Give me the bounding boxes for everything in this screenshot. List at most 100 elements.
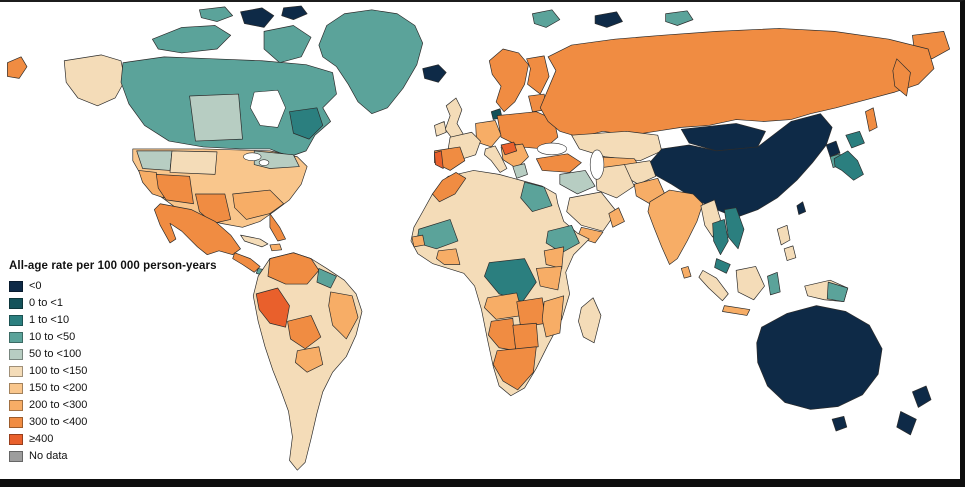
region-iran (594, 164, 635, 199)
legend-item: ≥400 (9, 431, 217, 448)
region-philippines-south (783, 245, 797, 261)
region-tasmania (831, 415, 848, 432)
region-new-zealand-south (896, 411, 917, 436)
legend-swatch (9, 383, 23, 394)
region-italy (484, 145, 508, 173)
legend-item: 100 to <150 (9, 363, 217, 380)
region-morocco (432, 172, 467, 203)
region-hungary (500, 141, 518, 156)
legend-item: 150 to <200 (9, 380, 217, 397)
region-australia (756, 305, 883, 410)
region-madagascar (578, 297, 602, 344)
region-canada-east (289, 107, 324, 140)
region-scandinavia (488, 48, 529, 113)
region-usa-northwest (136, 150, 173, 171)
region-philippines-north (776, 224, 791, 246)
legend-item-label: 150 to <200 (29, 382, 88, 394)
region-arctic-russia-1 (594, 11, 623, 28)
legend-swatch (9, 451, 23, 462)
legend-item: No data (9, 448, 217, 465)
region-india (647, 189, 704, 265)
region-japan-hokkaido (845, 130, 865, 149)
legend-swatch (9, 332, 23, 343)
region-arctic-canada-4 (281, 5, 308, 20)
legend-swatch (9, 281, 23, 292)
legend-item-label: 10 to <50 (29, 331, 76, 343)
legend-swatch (9, 298, 23, 309)
region-usa-texas (195, 193, 232, 224)
region-turkey (535, 153, 582, 173)
legend-item: 10 to <50 (9, 329, 217, 346)
region-guyanas (316, 268, 337, 289)
great-lakes-west (243, 152, 262, 161)
black-sea (537, 142, 567, 156)
legend: All-age rate per 100 000 person-years <0… (9, 260, 217, 465)
region-senegal (411, 234, 426, 248)
legend-swatch (9, 417, 23, 428)
legend-item: 200 to <300 (9, 397, 217, 414)
legend-item-label: 0 to <1 (29, 297, 63, 309)
region-oman (608, 207, 625, 228)
legend-item-label: <0 (29, 280, 42, 292)
region-mexico (153, 203, 241, 256)
region-baffin-island (263, 25, 312, 64)
world-map (7, 5, 950, 471)
region-brazil-east (328, 291, 359, 340)
region-usa-northern-plains (169, 150, 218, 175)
region-ethiopia (545, 224, 580, 254)
region-sakhalin (865, 107, 878, 132)
region-chukotka-west (7, 56, 28, 79)
region-colombia-venezuela (267, 252, 320, 285)
legend-swatch (9, 400, 23, 411)
region-java (722, 305, 751, 316)
region-usa-florida (269, 213, 286, 242)
region-vietnam-laos (724, 207, 745, 250)
hudson-bay (250, 89, 286, 128)
region-south-africa (492, 346, 537, 391)
region-arctic-canada-3 (199, 6, 234, 22)
legend-swatch (9, 349, 23, 360)
world-map-svg (7, 5, 950, 471)
region-arctic-canada-2 (240, 7, 275, 28)
legend-item: <0 (9, 278, 217, 295)
region-kamchatka (892, 58, 911, 97)
region-paraguay (295, 346, 324, 373)
region-arctic-canada-1 (152, 25, 232, 54)
region-svalbard (532, 9, 561, 28)
region-tanzania (535, 266, 563, 291)
region-new-zealand-north (912, 385, 932, 408)
region-finland (526, 55, 550, 95)
region-angola (484, 292, 523, 320)
region-portugal (434, 150, 444, 169)
region-taiwan (796, 201, 807, 215)
region-cuba (240, 234, 269, 248)
legend-swatch (9, 315, 23, 326)
region-hispaniola (269, 243, 283, 252)
region-ghana-cote-divoire (436, 248, 461, 265)
legend-item-label: 50 to <100 (29, 348, 82, 360)
legend-item-label: 100 to <150 (29, 365, 88, 377)
region-north-korea (825, 140, 841, 158)
region-borneo (735, 266, 765, 301)
legend-swatch (9, 366, 23, 377)
legend-item: 0 to <1 (9, 295, 217, 312)
region-arctic-russia-2 (665, 10, 694, 26)
region-malaysia (714, 258, 731, 274)
legend-item-label: 300 to <400 (29, 416, 88, 428)
region-ireland (434, 121, 447, 137)
legend-swatch (9, 434, 23, 445)
legend-item-label: 200 to <300 (29, 399, 88, 411)
region-greece (512, 163, 528, 179)
legend-item: 1 to <10 (9, 312, 217, 329)
region-peru (255, 287, 290, 328)
region-mozambique (541, 295, 565, 338)
region-egypt (520, 181, 553, 212)
region-sulawesi (767, 271, 781, 296)
region-iceland (422, 64, 447, 83)
region-namibia (487, 318, 517, 352)
great-lakes-east (258, 159, 270, 166)
region-saudi-arabia (566, 191, 617, 232)
region-sumatra (698, 270, 729, 302)
region-zambia-zimbabwe (516, 297, 547, 328)
